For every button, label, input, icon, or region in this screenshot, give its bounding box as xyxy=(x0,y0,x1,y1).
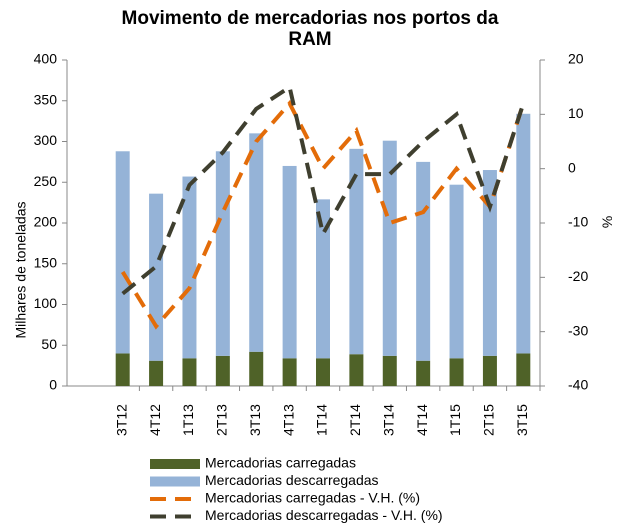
bar xyxy=(149,360,164,386)
legend-label: Mercadorias descarregadas xyxy=(205,472,379,488)
x-tick-label: 4T12 xyxy=(147,404,163,436)
y-tick-label: 200 xyxy=(34,214,58,230)
y-tick-label: 100 xyxy=(34,295,58,311)
x-tick-label: 3T13 xyxy=(247,404,263,436)
bar xyxy=(316,358,330,386)
y2-tick-label: -40 xyxy=(568,377,588,393)
bar xyxy=(482,355,497,386)
bar xyxy=(249,351,264,386)
x-tick-label: 3T15 xyxy=(514,404,530,436)
legend-label: Mercadorias carregadas - V.H. (%) xyxy=(205,490,420,506)
bar xyxy=(115,353,130,386)
y-tick-label: 300 xyxy=(34,132,58,148)
y2-axis-title: % xyxy=(599,216,615,228)
bar xyxy=(416,161,431,361)
bar xyxy=(382,140,397,356)
bar xyxy=(182,176,197,359)
x-tick-label: 1T13 xyxy=(180,404,196,436)
bar xyxy=(215,151,230,356)
x-tick-label: 2T14 xyxy=(347,404,363,436)
legend-label: Mercadorias descarregadas - V.H. (%) xyxy=(205,507,443,523)
x-tick-label: 3T14 xyxy=(380,404,396,436)
x-tick-label: 1T14 xyxy=(314,404,330,436)
bar xyxy=(215,355,230,386)
y2-tick-label: 20 xyxy=(568,51,584,67)
chart-title: Movimento de mercadorias nos portos da R… xyxy=(121,8,499,50)
y-tick-label: 0 xyxy=(49,377,57,393)
y-tick-label: 350 xyxy=(34,91,58,107)
x-tick-label: 1T15 xyxy=(447,404,463,436)
legend-swatch xyxy=(150,459,200,469)
bar xyxy=(349,354,364,386)
bar xyxy=(382,355,397,386)
line xyxy=(120,99,526,330)
y-tick-label: 50 xyxy=(41,336,57,352)
y-tick-label: 150 xyxy=(34,254,58,270)
bar xyxy=(182,358,197,386)
bar xyxy=(316,199,330,359)
bar xyxy=(349,148,364,355)
bar xyxy=(449,358,464,386)
legend-label: Mercadorias carregadas xyxy=(205,455,356,471)
y-tick-label: 250 xyxy=(34,173,58,189)
line xyxy=(121,83,526,296)
y2-tick-label: 0 xyxy=(568,159,576,175)
x-tick-label: 3T12 xyxy=(113,404,129,436)
y-axis-title: Milhares de toneladas xyxy=(13,202,29,339)
bar xyxy=(449,184,464,359)
bar xyxy=(516,113,531,354)
bar xyxy=(115,151,130,354)
bar xyxy=(149,193,164,361)
y2-tick-label: -30 xyxy=(568,322,588,338)
bar xyxy=(282,165,297,359)
legend-swatch xyxy=(150,476,200,487)
bar xyxy=(482,170,497,356)
x-tick-label: 4T13 xyxy=(280,404,296,436)
bar xyxy=(249,133,264,352)
bar xyxy=(416,360,431,386)
bar xyxy=(282,358,297,386)
y2-tick-label: 10 xyxy=(568,105,584,121)
bar xyxy=(516,353,531,386)
x-tick-label: 2T13 xyxy=(214,404,230,436)
y2-tick-label: -20 xyxy=(568,268,588,284)
y-tick-label: 400 xyxy=(34,51,58,67)
x-tick-label: 2T15 xyxy=(481,404,497,436)
y2-tick-label: -10 xyxy=(568,214,588,230)
x-tick-label: 4T14 xyxy=(414,404,430,436)
